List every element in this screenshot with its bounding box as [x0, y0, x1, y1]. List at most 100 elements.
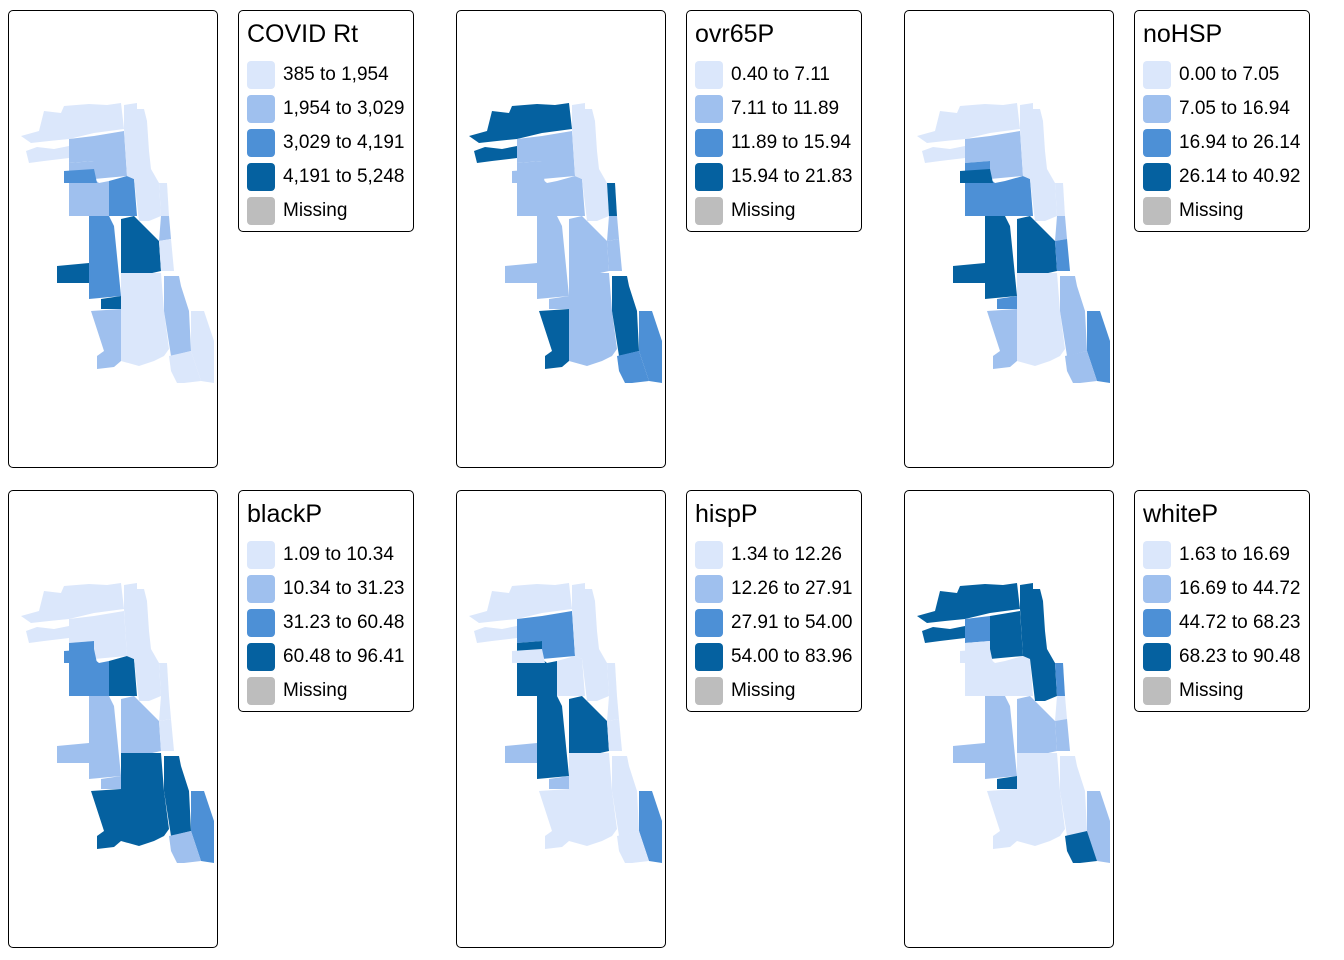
legend-item: 0.40 to 7.11	[695, 61, 860, 89]
legend-label: 27.91 to 54.00	[731, 612, 853, 633]
map-region	[26, 626, 69, 643]
legend-label: 7.05 to 16.94	[1179, 98, 1290, 119]
legend-swatch	[247, 163, 275, 191]
legend-swatch	[247, 609, 275, 637]
legend-label: Missing	[283, 200, 348, 221]
legend: whiteP 1.63 to 16.69 16.69 to 44.72 44.72 t…	[1134, 490, 1310, 712]
map-region	[512, 649, 545, 663]
legend-label: Missing	[731, 200, 796, 221]
map-region	[121, 696, 161, 756]
legend-label: Missing	[283, 680, 348, 701]
map-frame	[904, 490, 1114, 948]
legend-item: 26.14 to 40.92	[1143, 163, 1308, 191]
map-region	[539, 309, 569, 369]
legend-item: 16.94 to 26.14	[1143, 129, 1308, 157]
legend-swatch	[247, 95, 275, 123]
map-region	[121, 216, 161, 276]
map-region	[917, 583, 1020, 623]
map-region	[617, 351, 649, 383]
legend-label: 7.11 to 11.89	[731, 98, 840, 119]
choropleth-map	[917, 103, 1110, 383]
map-region	[89, 216, 121, 299]
legend-swatch	[695, 61, 723, 89]
legend-title: noHSP	[1143, 20, 1223, 48]
legend-label: 1.09 to 10.34	[283, 544, 394, 565]
map-region	[159, 696, 171, 721]
map-region	[91, 789, 121, 849]
legend-label: 44.72 to 68.23	[1179, 612, 1301, 633]
map-region	[64, 649, 97, 663]
map-region	[557, 656, 585, 696]
legend-swatch	[1143, 197, 1171, 225]
map-region	[1017, 216, 1057, 276]
map-region	[1005, 176, 1033, 216]
choropleth-map	[21, 103, 214, 383]
legend-label: 10.34 to 31.23	[283, 578, 405, 599]
legend-item: 1.63 to 16.69	[1143, 541, 1308, 569]
map-region	[26, 146, 69, 163]
map-region	[1055, 663, 1065, 696]
map-region	[997, 296, 1020, 309]
legend-swatch	[695, 129, 723, 157]
legend-item: 27.91 to 54.00	[695, 609, 860, 637]
legend-swatch	[1143, 643, 1171, 671]
legend-item: Missing	[247, 197, 412, 225]
legend-label: 12.26 to 27.91	[731, 578, 853, 599]
map-region	[612, 756, 639, 836]
map-region	[987, 309, 1017, 369]
map-region	[922, 626, 965, 643]
legend-item: 4,191 to 5,248	[247, 163, 412, 191]
map-region	[57, 743, 89, 763]
map-region	[542, 611, 575, 659]
map-region	[639, 791, 662, 863]
map-region	[537, 216, 569, 299]
legend-item: 16.69 to 44.72	[1143, 575, 1308, 603]
map-region	[1065, 351, 1097, 383]
map-region	[607, 239, 622, 271]
map-region	[1060, 756, 1087, 836]
map-region	[990, 131, 1023, 179]
legend-item: 15.94 to 21.83	[695, 163, 860, 191]
map-region	[57, 263, 89, 283]
map-region	[1065, 831, 1097, 863]
map-region	[1055, 696, 1067, 721]
map-region	[607, 719, 622, 751]
legend-item: 3,029 to 4,191	[247, 129, 412, 157]
map-region	[997, 776, 1020, 789]
map-region	[512, 169, 545, 183]
map-region	[569, 273, 617, 366]
map-region	[965, 616, 990, 643]
map-region	[1017, 696, 1057, 756]
legend-label: 3,029 to 4,191	[283, 132, 405, 153]
legend-item: 68.23 to 90.48	[1143, 643, 1308, 671]
map-region	[1020, 583, 1057, 701]
map-region	[124, 583, 161, 701]
legend-label: 4,191 to 5,248	[283, 166, 405, 187]
legend-swatch	[247, 197, 275, 225]
legend-title: whiteP	[1143, 500, 1219, 528]
legend-swatch	[1143, 163, 1171, 191]
legend-title: COVID Rt	[247, 20, 359, 48]
map-region	[121, 273, 169, 366]
legend-item: Missing	[695, 197, 860, 225]
map-region	[612, 276, 639, 356]
legend-swatch	[695, 643, 723, 671]
map-frame	[456, 10, 666, 468]
map-region	[1005, 656, 1033, 696]
legend-label: 16.94 to 26.14	[1179, 132, 1301, 153]
choropleth-map	[469, 103, 662, 383]
map-region	[159, 216, 171, 241]
map-region	[922, 146, 965, 163]
map-region	[109, 656, 137, 696]
map-region	[607, 696, 619, 721]
map-region	[985, 216, 1017, 299]
legend-item: 7.11 to 11.89	[695, 95, 860, 123]
map-region	[159, 663, 169, 696]
map-region	[987, 789, 1017, 849]
map-region	[953, 263, 985, 283]
map-region	[169, 351, 201, 383]
map-region	[69, 616, 94, 643]
map-region	[191, 791, 214, 863]
legend-item: 7.05 to 16.94	[1143, 95, 1308, 123]
legend-item: Missing	[1143, 197, 1308, 225]
